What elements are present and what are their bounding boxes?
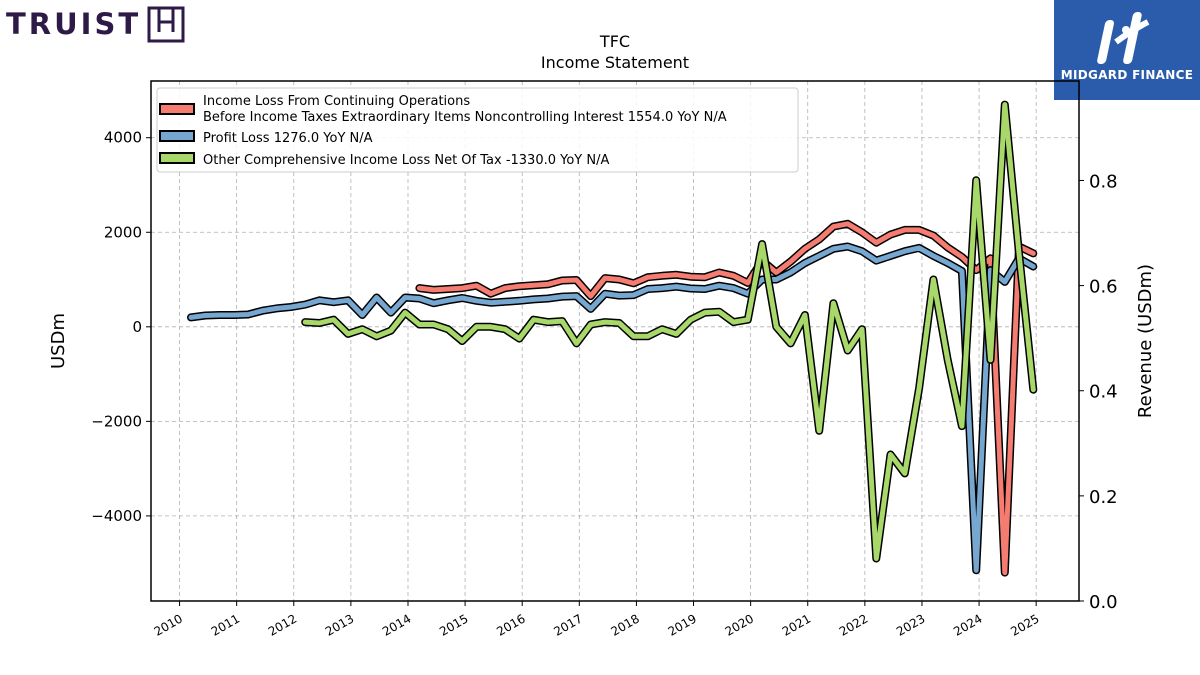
truist-logo-text: TRUIST — [6, 7, 142, 41]
truist-logo-icon — [147, 6, 185, 43]
y-tick-label: 2000 — [104, 223, 142, 241]
legend-swatch-oci — [159, 152, 195, 164]
chart-subtitle: Income Statement — [541, 53, 689, 72]
x-tick-label: 2025 — [1008, 611, 1041, 638]
y-tick-label: −2000 — [91, 412, 142, 430]
x-tick-label: 2020 — [723, 611, 756, 638]
y-tick-label: 0 — [132, 318, 142, 336]
x-tick-label: 2018 — [608, 611, 641, 638]
y-tick-label: 4000 — [104, 129, 142, 147]
series-profit-loss-line — [188, 244, 1036, 573]
y2-tick-label: 0.2 — [1089, 487, 1118, 508]
y-axis-label: USDm — [48, 313, 69, 369]
x-tick-label: 2011 — [209, 611, 242, 638]
series-oci-line — [302, 102, 1036, 561]
x-tick-label: 2022 — [837, 611, 870, 638]
x-tick-label: 2024 — [951, 611, 984, 638]
series-layer — [187, 100, 1038, 577]
legend-label-profit-loss: Profit Loss 1276.0 YoY N/A — [203, 131, 373, 146]
legend: Income Loss From Continuing Operations B… — [156, 87, 799, 173]
x-tick-label: 2016 — [494, 611, 527, 638]
x-tick-label: 2012 — [266, 611, 299, 638]
legend-swatch-profit-loss — [159, 130, 195, 142]
series-income-loss-line — [416, 221, 1036, 576]
y-tick-label: −4000 — [91, 507, 142, 525]
legend-label-income-loss-line2: Before Income Taxes Extraordinary Items … — [203, 110, 727, 125]
x-tick-label: 2015 — [437, 611, 470, 638]
y2-axis-label: Revenue (USDm) — [1135, 264, 1156, 418]
chart-title: TFC — [599, 32, 630, 51]
x-tick-label: 2019 — [666, 611, 699, 638]
legend-box — [156, 87, 799, 173]
x-tick-label: 2014 — [380, 611, 413, 638]
x-tick-label: 2010 — [152, 611, 185, 638]
x-tick-label: 2021 — [780, 611, 813, 638]
x-tick-label: 2013 — [323, 611, 356, 638]
legend-label-income-loss-line1: Income Loss From Continuing Operations — [203, 94, 470, 109]
y2-tick-label: 0.4 — [1089, 382, 1118, 403]
midgard-finance-logo-text: MIDGARD FINANCE — [1060, 68, 1194, 82]
y2-tick-label: 0.6 — [1089, 277, 1118, 298]
y2-tick-label: 0.8 — [1089, 171, 1118, 192]
midgard-emblem-icon — [1097, 12, 1150, 64]
x-tick-label: 2023 — [894, 611, 927, 638]
legend-label-oci: Other Comprehensive Income Loss Net Of T… — [203, 153, 609, 168]
midgard-finance-logo: MIDGARD FINANCE — [1054, 0, 1200, 100]
x-tick-label: 2017 — [551, 611, 584, 638]
legend-swatch-income-loss — [159, 103, 195, 115]
y2-tick-label: 0.0 — [1089, 592, 1118, 613]
plot-frame — [150, 80, 1080, 602]
truist-logo: TRUIST — [6, 4, 187, 44]
